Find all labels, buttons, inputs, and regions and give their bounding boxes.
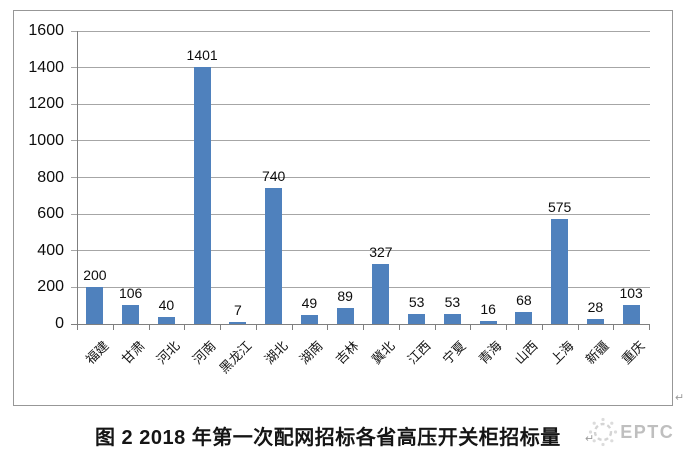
x-axis-tick (148, 325, 150, 330)
y-axis-line (77, 31, 78, 324)
x-axis-tick (363, 325, 364, 330)
x-axis-line (71, 323, 650, 325)
bar (443, 314, 461, 324)
bar (300, 315, 318, 324)
chart-frame (13, 10, 673, 406)
y-axis-tick-label: 400 (37, 241, 64, 259)
watermark-label: EPTC (620, 421, 675, 442)
bar (586, 318, 604, 324)
x-axis-tick (649, 325, 650, 330)
bar (622, 305, 640, 324)
bar-value-label: 7 (233, 302, 242, 318)
gridline (71, 140, 650, 142)
bar-value-label: 49 (301, 295, 318, 312)
bar (408, 314, 426, 324)
bar (157, 316, 175, 324)
gridline (71, 103, 650, 105)
bar-value-label: 200 (83, 267, 107, 284)
x-axis-label: 湖南 (296, 338, 326, 368)
bar-value-label: 103 (619, 285, 643, 302)
bar (372, 264, 390, 324)
y-axis-tick-label: 0 (55, 315, 64, 332)
x-axis-label: 江西 (404, 338, 434, 368)
x-axis-label: 吉林 (332, 338, 362, 368)
gridline (71, 30, 650, 32)
bar-value-label: 53 (408, 294, 425, 311)
bar-value-label: 40 (158, 296, 175, 313)
bar-value-label: 16 (480, 301, 496, 318)
bar-value-label: 68 (516, 291, 532, 308)
y-axis-tick-label: 1200 (28, 95, 64, 113)
y-axis-tick-label: 1400 (28, 58, 64, 76)
bar (479, 321, 497, 324)
bar (122, 304, 140, 324)
x-axis-label: 甘肃 (118, 338, 148, 368)
bar-value-label: 89 (337, 287, 353, 304)
bar-value-label: 327 (369, 244, 393, 261)
x-axis-tick (506, 325, 507, 330)
x-axis-tick (541, 325, 543, 330)
x-axis-tick (434, 325, 436, 330)
x-axis-label: 山西 (511, 338, 541, 368)
gridline (71, 213, 650, 215)
bar-value-label: 1401 (186, 47, 218, 64)
bar (551, 218, 569, 324)
x-axis-label: 福建 (82, 338, 112, 368)
bar-value-label: 106 (118, 284, 143, 301)
x-axis-label: 河南 (189, 338, 219, 368)
figure-caption: 图 2 2018 年第一次配网招标各省高压开关柜招标量 (95, 427, 561, 449)
y-axis-tick-label: 1000 (28, 131, 64, 149)
gridline (71, 250, 650, 252)
bar (515, 311, 533, 324)
x-axis-label: 河北 (153, 338, 183, 368)
y-axis-tick-label: 800 (37, 168, 64, 186)
paragraph-return-mark: ↵ (675, 392, 684, 404)
x-axis-tick (613, 325, 615, 330)
bar-value-label: 575 (547, 198, 572, 215)
x-axis-tick (577, 325, 579, 330)
bar-value-label: 53 (444, 294, 461, 311)
bar-value-label: 740 (261, 168, 286, 185)
x-axis-label: 新疆 (582, 338, 612, 368)
x-axis-label: 宁夏 (439, 338, 469, 368)
x-axis-tick (184, 325, 186, 330)
bar-value-label: 28 (587, 298, 604, 315)
paragraph-return-mark: ↵ (585, 432, 595, 445)
x-axis-label: 青海 (475, 338, 505, 368)
x-axis-label: 重庆 (618, 338, 648, 368)
x-axis-tick (220, 325, 221, 330)
x-axis-tick (291, 325, 293, 330)
gridline (71, 286, 650, 288)
gridline (71, 177, 650, 178)
x-axis-tick (255, 325, 257, 330)
bar (265, 188, 283, 324)
x-axis-label: 湖北 (261, 338, 291, 368)
x-axis-tick (470, 325, 472, 330)
bar (229, 322, 247, 324)
x-axis-tick (77, 325, 78, 330)
bar (86, 287, 104, 324)
x-axis-tick (327, 325, 329, 330)
gear-icon (589, 417, 618, 447)
gridline (71, 67, 650, 69)
y-axis-tick-label: 600 (37, 205, 64, 223)
x-axis-label: 上海 (547, 338, 577, 368)
eptc-watermark: ↵ EPTC (585, 417, 674, 447)
x-axis-tick (112, 325, 114, 330)
y-axis-tick-label: 1600 (28, 22, 64, 39)
bar (193, 67, 211, 324)
x-axis-label: 冀北 (368, 338, 398, 368)
x-axis-tick (398, 325, 400, 330)
bar (336, 307, 354, 324)
y-axis-tick-label: 200 (37, 278, 64, 296)
x-axis-label: 黑龙江 (216, 338, 255, 377)
